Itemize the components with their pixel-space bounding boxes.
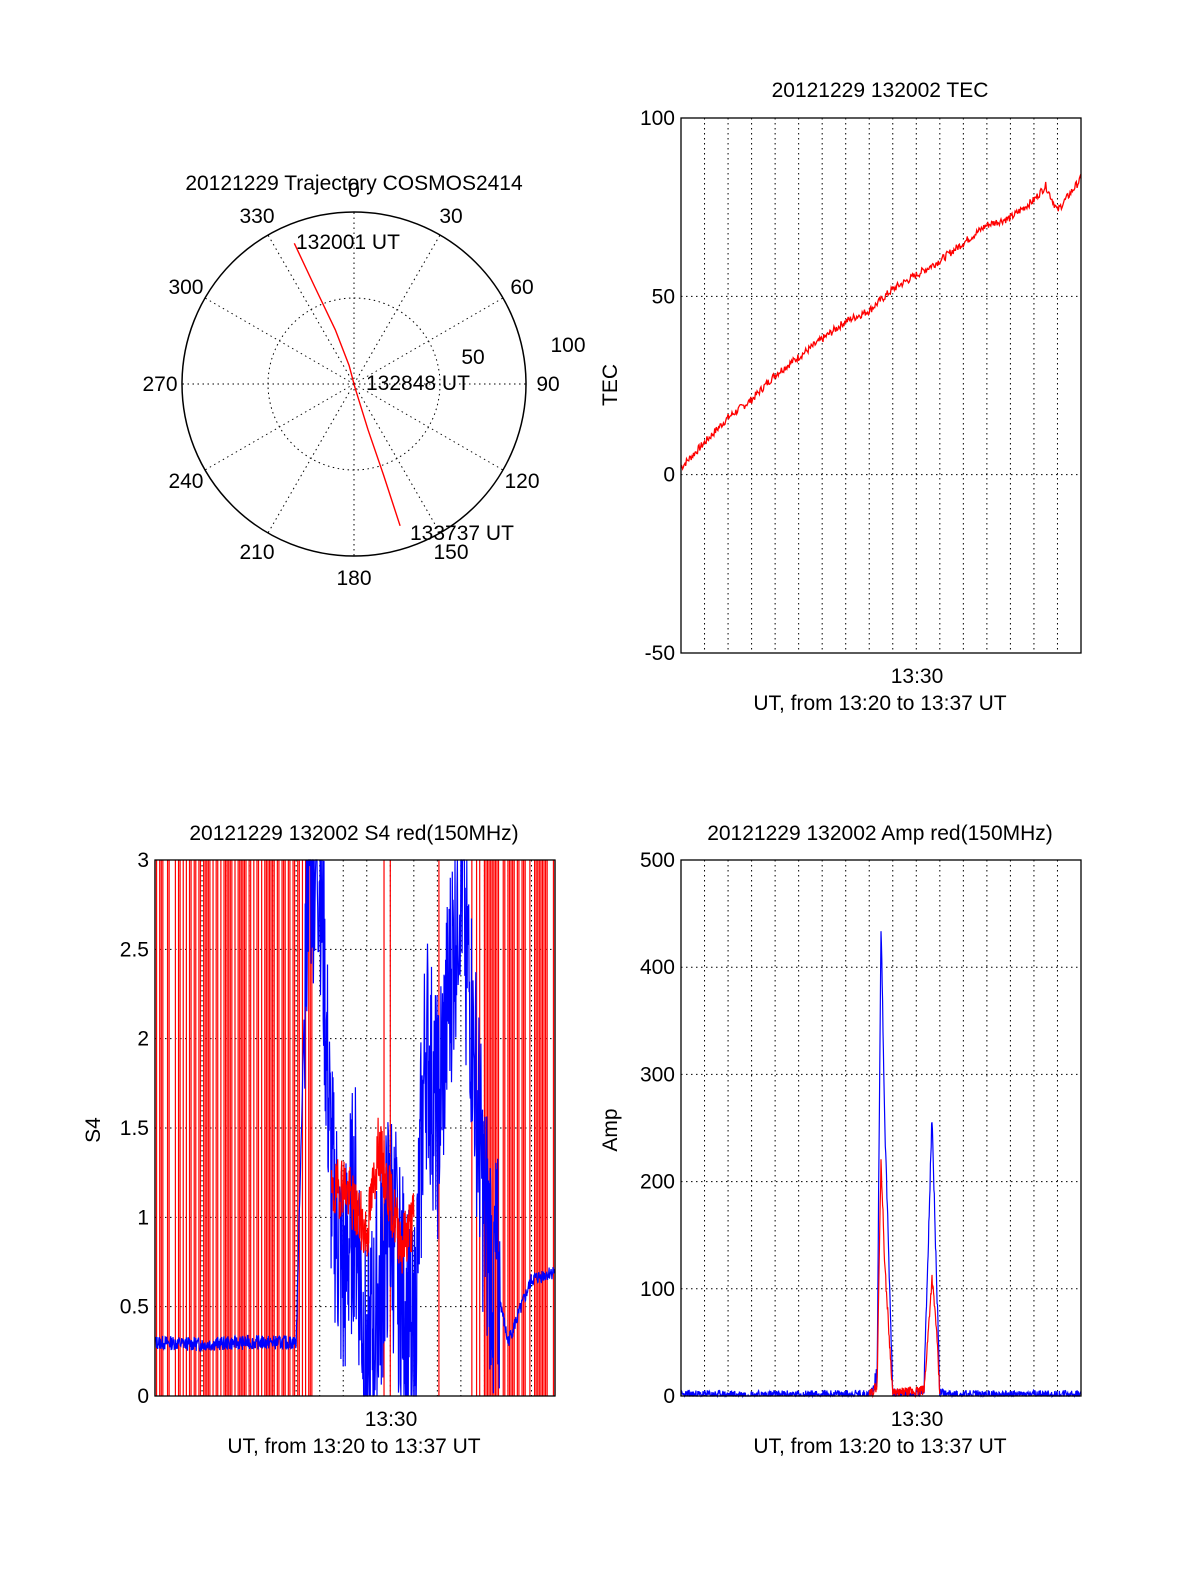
polar-azimuth-label-300: 300 — [168, 276, 203, 299]
tec-grid — [681, 117, 1081, 654]
amp-y-tick-200: 200 — [640, 1171, 675, 1194]
amp-panel: 20121229 132002 Amp red(150MHz) 0 100 200 3… — [599, 822, 1082, 1458]
amp-y-tick-300: 300 — [640, 1063, 675, 1086]
polar-spoke-150 — [353, 383, 441, 534]
amp-x-tick-1330: 13:30 — [891, 1408, 944, 1431]
polar-azimuth-label-240: 240 — [168, 470, 203, 493]
tec-y-label: TEC — [599, 364, 622, 406]
amp-y-label: Amp — [599, 1108, 622, 1151]
s4-y-tick-3: 3 — [137, 849, 149, 872]
tec-y-tick-100: 100 — [640, 107, 675, 130]
polar-outer-circle — [181, 211, 527, 557]
polar-azimuth-label-120: 120 — [504, 470, 539, 493]
polar-radius-label-50: 50 — [461, 346, 484, 369]
polar-radius-label-100: 100 — [550, 334, 585, 357]
tec-y-ticks: -50 0 50 100 — [640, 107, 675, 665]
polar-azimuth-label-270: 270 — [142, 373, 177, 396]
trajectory-end-label: 133737 UT — [410, 522, 514, 545]
polar-spoke-240 — [204, 383, 355, 471]
s4-blue-series-line — [154, 859, 556, 1397]
amp-y-tick-0: 0 — [663, 1385, 675, 1408]
polar-azimuth-label-150: 150 — [433, 541, 468, 564]
polar-azimuth-label-30: 30 — [439, 205, 462, 228]
s4-y-label: S4 — [82, 1117, 105, 1143]
s4-y-tick-2.5: 2.5 — [120, 938, 149, 961]
s4-y-tick-0: 0 — [137, 1385, 149, 1408]
amp-y-ticks: 0 100 200 300 400 500 — [640, 849, 675, 1408]
tec-y-tick-50: 50 — [652, 285, 675, 308]
s4-title: 20121229 132002 S4 red(150MHz) — [189, 822, 518, 845]
polar-spoke-210 — [267, 383, 355, 534]
trajectory-mid-label: 132848 UT — [366, 372, 470, 395]
amp-title: 20121229 132002 Amp red(150MHz) — [707, 822, 1053, 845]
s4-y-tick-1.5: 1.5 — [120, 1117, 149, 1140]
trajectory-panel: 20121229 Trajectory COSMOS2414 0 30 60 90 12… — [142, 172, 585, 590]
polar-grid — [182, 212, 526, 556]
s4-red-series — [154, 860, 556, 1396]
s4-red-series-line — [330, 1117, 415, 1274]
amp-y-tick-100: 100 — [640, 1278, 675, 1301]
polar-spoke-300 — [204, 297, 355, 385]
tec-y-tick--50: -50 — [645, 642, 675, 665]
s4-frame — [154, 859, 556, 1397]
s4-x-label: UT, from 13:20 to 13:37 UT — [227, 1435, 480, 1458]
polar-azimuth-label-90: 90 — [536, 373, 559, 396]
polar-azimuth-label-0: 0 — [348, 179, 360, 202]
s4-y-tick-2: 2 — [137, 1028, 149, 1051]
polar-azimuth-label-210: 210 — [239, 541, 274, 564]
tec-y-tick-0: 0 — [663, 464, 675, 487]
polar-azimuth-label-60: 60 — [510, 276, 533, 299]
polar-spoke-120 — [353, 383, 504, 471]
polar-spoke-30 — [353, 234, 441, 385]
tec-x-label: UT, from 13:20 to 13:37 UT — [753, 692, 1006, 715]
tec-series-line — [680, 173, 1082, 471]
s4-x-tick-1330: 13:30 — [365, 1408, 418, 1431]
tec-frame — [680, 117, 1082, 654]
polar-azimuth-label-330: 330 — [239, 205, 274, 228]
polar-azimuth-labels: 0 30 60 90 120 150 180 210 240 270 300 330 — [142, 179, 559, 590]
polar-spoke-330 — [267, 234, 355, 385]
trajectory-title: 20121229 Trajectory COSMOS2414 — [185, 172, 523, 195]
tec-title: 20121229 132002 TEC — [772, 79, 989, 102]
s4-y-tick-0.5: 0.5 — [120, 1296, 149, 1319]
amp-frame — [680, 859, 1082, 1397]
polar-azimuth-label-180: 180 — [336, 567, 371, 590]
amp-y-tick-500: 500 — [640, 849, 675, 872]
s4-panel: 20121229 132002 S4 red(150MHz) 0 0.5 1 1.5 2… — [82, 822, 556, 1458]
amp-y-tick-400: 400 — [640, 956, 675, 979]
tec-panel: 20121229 132002 TEC -50 0 50 100 13:30 UT, … — [599, 79, 1082, 715]
s4-y-tick-1: 1 — [137, 1206, 149, 1229]
tec-x-tick-1330: 13:30 — [891, 665, 944, 688]
amp-red-series-line — [868, 1159, 941, 1399]
amp-x-label: UT, from 13:20 to 13:37 UT — [753, 1435, 1006, 1458]
trajectory-start-label: 132001 UT — [296, 231, 400, 254]
polar-spoke-60 — [353, 297, 504, 385]
s4-y-ticks: 0 0.5 1 1.5 2 2.5 3 — [120, 849, 149, 1408]
trajectory-track — [293, 243, 401, 527]
